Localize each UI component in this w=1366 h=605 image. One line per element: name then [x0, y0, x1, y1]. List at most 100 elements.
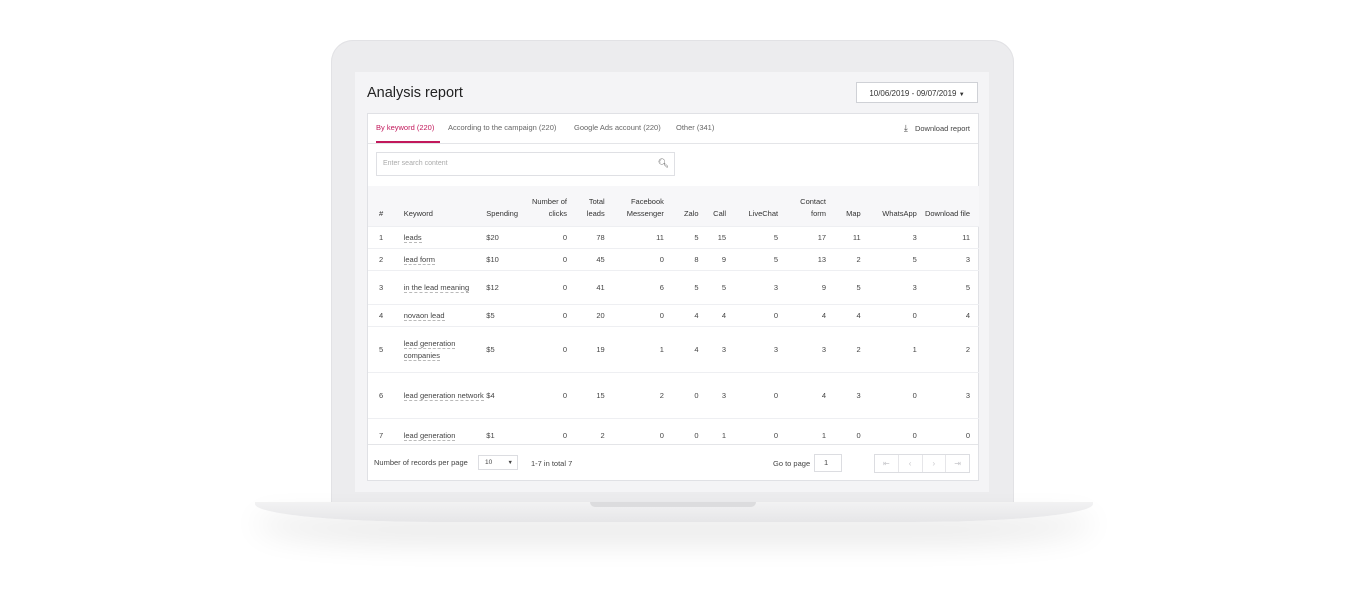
col-header: Total leads: [586, 197, 605, 218]
map-cell: 5: [832, 270, 867, 305]
active-tab-indicator: [376, 141, 440, 143]
table-row: 4 novaon lead $5 0 20 0 4 4 0 4 4 0 4: [368, 304, 979, 327]
keyword-link[interactable]: in the lead meaning: [403, 282, 470, 293]
fb-cell: 11: [610, 226, 670, 249]
call-cell: 5: [704, 270, 733, 305]
zalo-cell: 4: [669, 326, 705, 373]
keyword-cell: leads: [403, 226, 487, 249]
zalo-cell: 5: [669, 226, 705, 249]
leads-cell: 20: [572, 304, 611, 327]
livechat-cell: 0: [732, 418, 785, 453]
keyword-cell: in the lead meaning: [403, 270, 487, 305]
search-icon[interactable]: 🔍︎: [657, 158, 669, 168]
clicks-cell: 0: [527, 270, 573, 305]
table-body: 1 leads $20 0 78 11 5 15 5 17 11 3 11 2 lead form $10 0 4…: [368, 226, 979, 453]
fb-cell: 6: [610, 270, 670, 305]
spending-cell: $10: [486, 248, 528, 271]
livechat-cell: 3: [732, 270, 785, 305]
zalo-cell: 0: [669, 418, 705, 453]
leads-cell: 19: [572, 326, 611, 373]
download-cell: 0: [922, 418, 979, 453]
page-title: Analysis report: [367, 85, 463, 101]
table-footer: Number of records per page 10 ▼ 1-7 in t…: [368, 444, 978, 483]
prev-page-icon[interactable]: ‹: [899, 455, 923, 472]
fb-cell: 1: [610, 326, 670, 373]
records-per-page-value: 10: [485, 459, 493, 466]
col-header: Facebook Messenger: [626, 197, 664, 218]
tab-other[interactable]: Other (341): [676, 123, 715, 132]
clicks-cell: 0: [527, 326, 573, 373]
row-number: 1: [368, 226, 404, 249]
pagination: ⇤ ‹ › ⇥: [874, 454, 970, 473]
spending-cell: $12: [486, 270, 528, 305]
keyword-link[interactable]: lead form: [403, 254, 435, 265]
first-page-icon[interactable]: ⇤: [875, 455, 899, 472]
livechat-cell: 0: [732, 304, 785, 327]
spending-cell: $5: [486, 304, 528, 327]
search-input[interactable]: Enter search content 🔍︎: [376, 152, 675, 176]
keyword-cell: lead generation: [403, 418, 487, 453]
call-cell: 9: [704, 248, 733, 271]
fb-cell: 0: [610, 418, 670, 453]
keyword-link[interactable]: leads: [403, 232, 422, 243]
download-cell: 3: [922, 248, 979, 271]
laptop-notch: [590, 502, 756, 507]
date-range-label: 10/06/2019 - 09/07/2019: [869, 89, 957, 98]
records-per-page-select[interactable]: 10 ▼: [478, 455, 518, 470]
whatsapp-cell: 0: [866, 418, 923, 453]
caret-down-icon: ▼: [958, 92, 965, 98]
keyword-link[interactable]: lead generation network: [403, 390, 484, 401]
whatsapp-cell: 3: [866, 226, 923, 249]
call-cell: 3: [704, 372, 733, 419]
map-cell: 11: [832, 226, 867, 249]
keyword-link[interactable]: novaon lead: [403, 310, 445, 321]
download-report-button[interactable]: ⤓ Download report: [904, 123, 970, 134]
map-cell: 0: [832, 418, 867, 453]
date-range-picker[interactable]: 10/06/2019 - 09/07/2019 ▼: [856, 82, 978, 103]
clicks-cell: 0: [527, 418, 573, 453]
row-number: 4: [368, 304, 404, 327]
call-cell: 3: [704, 326, 733, 373]
whatsapp-cell: 5: [866, 248, 923, 271]
zalo-cell: 4: [669, 304, 705, 327]
livechat-cell: 0: [732, 372, 785, 419]
map-cell: 3: [832, 372, 867, 419]
leads-cell: 78: [572, 226, 611, 249]
col-header: Download file: [924, 209, 970, 218]
tab-google-ads-account[interactable]: Google Ads account (220): [574, 123, 661, 132]
table-row: 2 lead form $10 0 45 0 8 9 5 13 2 5 3: [368, 248, 979, 271]
download-cell: 3: [922, 372, 979, 419]
tab-by-keyword[interactable]: By keyword (220): [376, 123, 435, 132]
chevron-down-icon: ▼: [507, 460, 513, 466]
download-cell: 5: [922, 270, 979, 305]
go-to-page-input[interactable]: 1: [814, 454, 842, 472]
next-page-icon[interactable]: ›: [923, 455, 947, 472]
keyword-cell: lead generation companies: [403, 326, 487, 373]
fb-cell: 0: [610, 248, 670, 271]
table-row: 5 lead generation companies $5 0 19 1 4 3 3 3 2 1 2: [368, 326, 979, 373]
spending-cell: $1: [486, 418, 528, 453]
call-cell: 1: [704, 418, 733, 453]
livechat-cell: 3: [732, 326, 785, 373]
fb-cell: 0: [610, 304, 670, 327]
col-header: Keyword: [403, 209, 433, 218]
tab-campaign[interactable]: According to the campaign (220): [448, 123, 557, 132]
map-cell: 2: [832, 326, 867, 373]
col-header: WhatsApp: [882, 209, 917, 218]
keyword-link[interactable]: lead generation companies: [403, 338, 456, 361]
livechat-cell: 5: [732, 226, 785, 249]
col-header: LiveChat: [748, 209, 779, 218]
last-page-icon[interactable]: ⇥: [954, 459, 961, 468]
clicks-cell: 0: [527, 372, 573, 419]
keyword-table: # Keyword Spending Number of clicks Tota…: [368, 186, 979, 453]
keyword-link[interactable]: lead generation: [403, 430, 456, 441]
col-header: Number of clicks: [531, 197, 567, 218]
download-cell: 11: [922, 226, 979, 249]
spending-cell: $5: [486, 326, 528, 373]
report-card: By keyword (220) According to the campai…: [367, 113, 979, 481]
clicks-cell: 0: [527, 226, 573, 249]
map-cell: 4: [832, 304, 867, 327]
col-header: Spending: [486, 209, 518, 218]
download-cell: 2: [922, 326, 979, 373]
download-icon: ⤓: [903, 123, 908, 133]
